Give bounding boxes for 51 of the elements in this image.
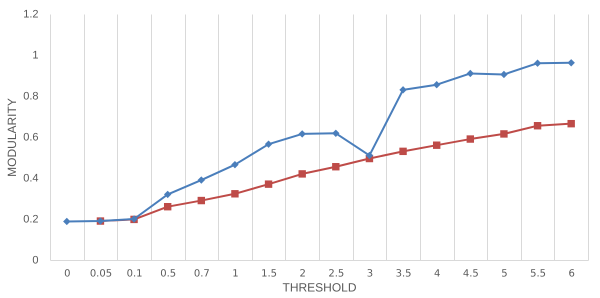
x-tick-label: 1.5 [261,268,278,280]
x-tick-label: 0 [64,268,70,280]
point [432,141,440,149]
point [298,170,306,178]
point [198,196,206,204]
x-tick-label: 0.05 [90,268,112,280]
point [466,70,474,78]
point [534,122,542,130]
point [63,218,71,226]
point [298,130,306,138]
point [332,130,340,138]
point [399,86,407,94]
y-tick-label: 0.8 [23,90,38,102]
x-tick-label: 3.5 [396,268,412,280]
point [164,190,172,198]
y-tick-label: 0.2 [23,214,38,226]
point [366,152,374,160]
point [231,160,239,168]
point [231,190,239,198]
x-tick-label: 1 [232,268,239,280]
x-tick-label: 4 [434,268,440,280]
point [466,135,474,143]
x-tick-label: 3 [366,268,374,280]
x-tick-label: 6 [568,268,575,280]
x-tick-label: 0.7 [194,268,210,280]
point [500,70,508,78]
x-tick-label: 0.5 [160,268,176,280]
x-tick-label: 2 [300,268,306,280]
y-tick-label: 0.6 [23,132,38,144]
y-tick-label: 0 [32,254,38,266]
x-tick-label: 0.1 [126,268,143,280]
point [567,59,575,66]
y-tick-label: 0.4 [23,172,38,184]
point [432,81,440,88]
x-tick-label: 2.5 [328,268,344,280]
x-tick-label: 5.5 [530,268,546,280]
point [332,163,340,170]
y-tick-label: 1 [32,50,38,62]
point [198,176,206,184]
point [164,202,172,210]
x-axis-title: THRESHOLD [282,280,357,294]
x-tick-label: 4.5 [462,268,479,280]
y-axis-title: MODULARITY [5,98,20,177]
point [534,59,542,67]
point [567,120,575,128]
point [500,130,508,138]
x-tick-label: 5 [501,268,508,280]
point [264,140,272,148]
point [399,148,407,156]
point [264,180,272,188]
y-tick-label: 1.2 [23,8,38,20]
